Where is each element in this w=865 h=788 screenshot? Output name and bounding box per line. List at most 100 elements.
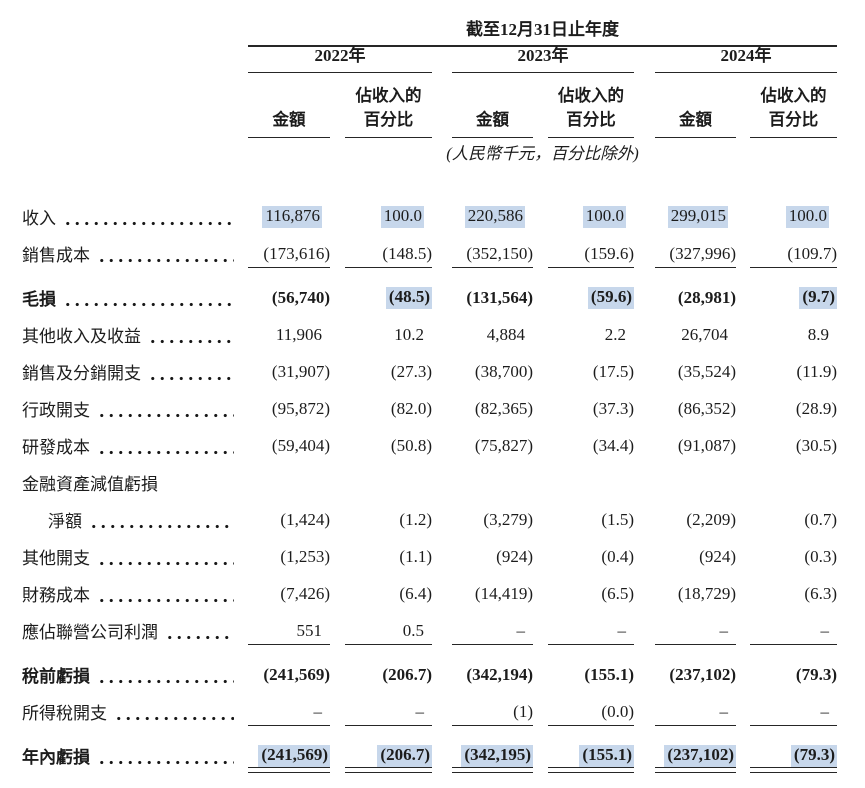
cell-value: (241,569) [263, 664, 330, 684]
cell-value: – [415, 701, 425, 721]
value-cell: 100.0 [533, 198, 634, 235]
value-cell: (6.5) [533, 575, 634, 612]
value-cell: (1,424) [248, 501, 330, 538]
column-header-label: 百分比 [566, 110, 616, 130]
cell-value: (6.4) [399, 583, 432, 603]
value-cell: (14,419) [432, 575, 533, 612]
value-cell: (82.0) [330, 390, 432, 427]
column-header-percentage: 佔收入的 百分比 [330, 64, 432, 138]
cell-value: (37.3) [592, 398, 634, 418]
cell-value: 100.0 [582, 205, 626, 228]
cell-value: (86,352) [677, 398, 736, 418]
value-cell: (342,194) [432, 656, 533, 693]
cell-value: (3,279) [483, 509, 533, 529]
table-row: 所得稅開支 – – (1) (0.0) – – [22, 693, 865, 730]
column-header-label: 百分比 [363, 110, 414, 130]
cell-value: (1,253) [280, 546, 330, 566]
cell-value: (237,102) [669, 664, 736, 684]
value-cell: – [330, 693, 432, 730]
row-label-cell: 其他收入及收益 [22, 316, 248, 353]
value-cell: (27.3) [330, 353, 432, 390]
cell-value: (82,365) [474, 398, 533, 418]
cell-value: – [516, 620, 526, 640]
cell-value: (7,426) [280, 583, 330, 603]
column-header-row: 金額 佔收入的 百分比 金額 佔收入的 百分比 金額 佔收入的 百分比 [22, 64, 865, 138]
value-cell: (1.1) [330, 538, 432, 575]
column-header-percentage: 佔收入的 百分比 [533, 64, 634, 138]
value-cell: 4,884 [432, 316, 533, 353]
cell-value: (59.6) [587, 286, 634, 309]
value-cell: (35,524) [634, 353, 736, 390]
cell-value: (11.9) [796, 361, 837, 381]
cell-value: (79.3) [795, 664, 837, 684]
value-cell [533, 464, 634, 501]
cell-value: (237,102) [664, 744, 736, 767]
header-spacer [22, 34, 248, 66]
row-label-cell: 銷售及分銷開支 [22, 353, 248, 390]
dot-leader [89, 501, 234, 538]
value-cell: (0.3) [736, 538, 837, 575]
value-cell: (327,996) [634, 235, 736, 272]
dot-leader [97, 427, 234, 464]
value-cell: (37.3) [533, 390, 634, 427]
cell-value: (327,996) [669, 243, 736, 263]
value-cell: (173,616) [248, 235, 330, 272]
value-cell: (159.6) [533, 235, 634, 272]
value-cell: (59.6) [533, 279, 634, 316]
cell-value: (30.5) [795, 435, 837, 455]
cell-value: (2,209) [686, 509, 736, 529]
value-cell: (352,150) [432, 235, 533, 272]
column-header-label: 金額 [272, 110, 306, 130]
value-cell: – [634, 693, 736, 730]
cell-value: (924) [699, 546, 736, 566]
cell-value: (48.5) [385, 286, 432, 309]
value-cell: (241,569) [248, 737, 330, 774]
column-header-label: 佔收入的 [760, 86, 827, 106]
row-label: 金融資產減值虧損 [22, 475, 158, 494]
value-cell: (342,195) [432, 737, 533, 774]
value-cell: 8.9 [736, 316, 837, 353]
cell-value: (0.0) [601, 701, 634, 721]
column-header-label: 佔收入的 [355, 86, 422, 106]
cell-value: (95,872) [271, 398, 330, 418]
value-cell [736, 464, 837, 501]
value-cell: (206.7) [330, 737, 432, 774]
cell-value: – [719, 701, 729, 721]
cell-value: 8.9 [807, 324, 829, 344]
dot-leader [97, 235, 234, 272]
cell-value: 4,884 [486, 324, 525, 344]
year-label: 2024年 [720, 46, 772, 65]
year-header-row: 2022年 2023年 2024年 [22, 34, 865, 73]
year-group-2023: 2023年 [432, 34, 634, 73]
value-cell: 551 [248, 612, 330, 649]
value-cell: (131,564) [432, 279, 533, 316]
table-row: 銷售成本 (173,616) (148.5) (352,150) (159.6) (327… [22, 235, 865, 272]
value-cell: (91,087) [634, 427, 736, 464]
value-cell: 299,015 [634, 198, 736, 235]
dot-leader [63, 279, 234, 316]
cell-value: (17.5) [592, 361, 634, 381]
cell-value: (159.6) [584, 243, 634, 263]
value-cell: (7,426) [248, 575, 330, 612]
row-label: 行政開支 [22, 401, 90, 420]
cell-value: (342,194) [466, 664, 533, 684]
row-label-cell: 淨額 [22, 501, 248, 538]
table-row: 淨額 (1,424) (1.2) (3,279) (1.5) (2,209) (0.7) [22, 501, 865, 538]
cell-value: (155.1) [584, 664, 634, 684]
period-title: 截至12月31日止年度 [466, 20, 619, 39]
cell-value: – [820, 701, 830, 721]
row-label-cell: 行政開支 [22, 390, 248, 427]
value-cell: (38,700) [432, 353, 533, 390]
cell-value: (1.5) [601, 509, 634, 529]
year-group-2024: 2024年 [634, 34, 837, 73]
value-cell: (924) [634, 538, 736, 575]
row-label: 財務成本 [22, 586, 90, 605]
cell-value: (109.7) [787, 243, 837, 263]
cell-value: (0.3) [804, 546, 837, 566]
value-cell: (109.7) [736, 235, 837, 272]
cell-value: 26,704 [681, 324, 728, 344]
value-cell: (56,740) [248, 279, 330, 316]
value-cell: – [634, 612, 736, 649]
dot-leader [97, 656, 234, 693]
value-cell: (6.4) [330, 575, 432, 612]
